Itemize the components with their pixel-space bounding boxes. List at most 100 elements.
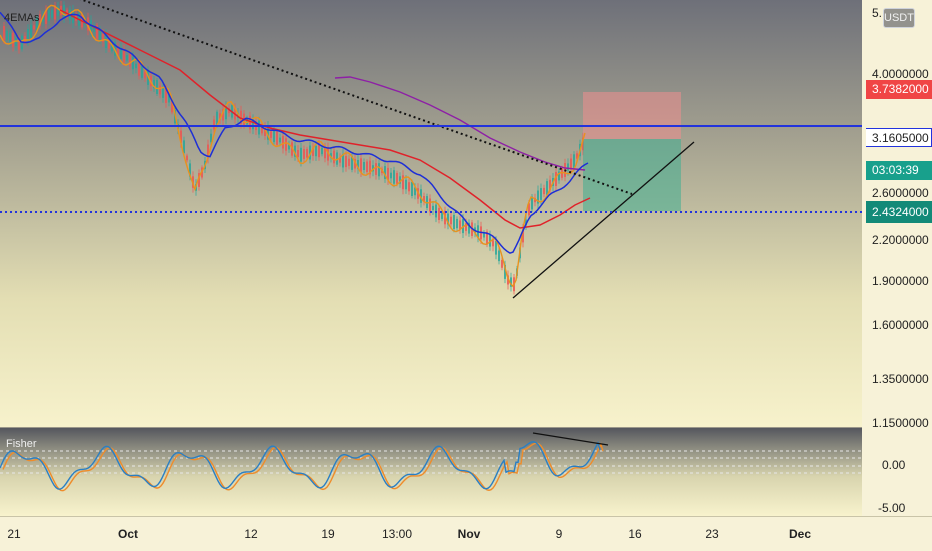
candle-body xyxy=(438,208,440,220)
candle-body xyxy=(267,125,269,140)
candle-body xyxy=(432,205,434,210)
candle-body xyxy=(549,179,551,191)
price-axis[interactable]: 5. 4.0000000 2.6000000 2.2000000 1.90000… xyxy=(862,0,932,516)
ascending-trendline[interactable] xyxy=(512,141,695,299)
time-label: Nov xyxy=(457,527,481,541)
candle-body xyxy=(132,56,134,70)
candle-body xyxy=(156,80,158,94)
candle-body xyxy=(363,162,365,170)
candle-body xyxy=(366,161,368,172)
candle-body xyxy=(300,147,302,162)
candle-body xyxy=(282,135,284,149)
candle-body xyxy=(447,213,449,225)
price-tick-top-partial: 5. xyxy=(872,6,883,20)
candle-body xyxy=(309,145,311,160)
candle-body xyxy=(39,14,41,26)
candle-body xyxy=(357,160,359,169)
candle-body xyxy=(456,218,458,229)
candle-body xyxy=(525,219,527,226)
fisher-chart[interactable] xyxy=(0,428,862,516)
candle-body xyxy=(507,275,509,285)
candle-body xyxy=(15,38,17,46)
candle-body xyxy=(534,197,536,203)
candle-body xyxy=(285,138,287,151)
fisher-tick: 0.00 xyxy=(882,458,906,472)
candle-body xyxy=(495,240,497,255)
candle-body xyxy=(396,173,398,184)
time-label: 23 xyxy=(705,527,719,541)
candle-body xyxy=(117,47,119,55)
candle-body xyxy=(12,32,14,47)
candle-body xyxy=(165,89,167,103)
fisher-background xyxy=(0,428,862,516)
currency-selector-button[interactable]: USDT xyxy=(883,8,915,28)
candle-body xyxy=(492,240,494,247)
price-tick: 2.2000000 xyxy=(872,233,929,247)
candle-body xyxy=(240,110,242,124)
stop-price-badge: 3.7382000 xyxy=(866,80,932,99)
candle-body xyxy=(312,147,314,156)
candle-body xyxy=(369,160,371,175)
candle-body xyxy=(498,250,500,262)
candle-body xyxy=(54,5,56,20)
candle-body xyxy=(423,196,425,202)
candle-body xyxy=(408,182,410,192)
candle-body xyxy=(108,39,110,49)
price-tick: 1.3500000 xyxy=(872,372,929,386)
candle-body xyxy=(402,175,404,190)
candle-body xyxy=(393,170,395,184)
candle-body xyxy=(342,154,344,168)
time-label: 12 xyxy=(244,527,258,541)
candle-body xyxy=(330,153,332,158)
fisher-divergence-line[interactable] xyxy=(532,432,609,446)
candle-body xyxy=(528,203,530,216)
candle-body xyxy=(219,113,221,121)
candle-body xyxy=(222,109,224,121)
indicator-label-fisher[interactable]: Fisher xyxy=(6,438,37,450)
candle-body xyxy=(276,131,278,145)
candle-body xyxy=(237,112,239,118)
descending-trendline[interactable] xyxy=(60,0,633,195)
candle-body xyxy=(504,264,506,279)
candle-body xyxy=(279,137,281,143)
candle-body xyxy=(96,25,98,39)
candle-body xyxy=(531,196,533,210)
candle-body xyxy=(141,66,143,78)
price-pane[interactable]: 4EMAs xyxy=(0,0,862,427)
candle-body xyxy=(450,216,452,225)
candle-body xyxy=(24,35,26,42)
price-pane-background xyxy=(0,0,862,427)
take-profit-zone[interactable] xyxy=(583,139,681,211)
candle-body xyxy=(168,95,170,103)
candle-body xyxy=(420,189,422,203)
candle-body xyxy=(9,32,11,43)
candle-body xyxy=(180,130,182,143)
time-label: 19 xyxy=(321,527,335,541)
price-tick: 1.6000000 xyxy=(872,318,929,332)
candle-body xyxy=(225,106,227,120)
candle-body xyxy=(558,171,560,181)
time-label: 21 xyxy=(7,527,21,541)
candle-body xyxy=(324,146,326,159)
candle-body xyxy=(183,140,185,153)
candle-body xyxy=(120,47,122,59)
time-label: 16 xyxy=(628,527,642,541)
candle-body xyxy=(468,222,470,234)
candle-body xyxy=(48,10,50,21)
fisher-tick: -5.00 xyxy=(878,501,906,515)
candle-body xyxy=(378,163,380,177)
candle-body xyxy=(387,167,389,181)
candle-body xyxy=(213,119,215,130)
candle-body xyxy=(483,233,485,238)
stop-loss-zone[interactable] xyxy=(583,92,681,139)
fisher-pane[interactable]: Fisher xyxy=(0,428,862,516)
pane-separator[interactable] xyxy=(0,427,932,428)
candle-body xyxy=(126,55,128,61)
time-axis[interactable] xyxy=(0,516,932,551)
candle-body xyxy=(18,38,20,50)
candle-body xyxy=(207,144,209,159)
time-label: Oct xyxy=(117,527,139,541)
indicator-label-4emas[interactable]: 4EMAs xyxy=(4,12,40,24)
price-chart[interactable] xyxy=(0,0,862,427)
